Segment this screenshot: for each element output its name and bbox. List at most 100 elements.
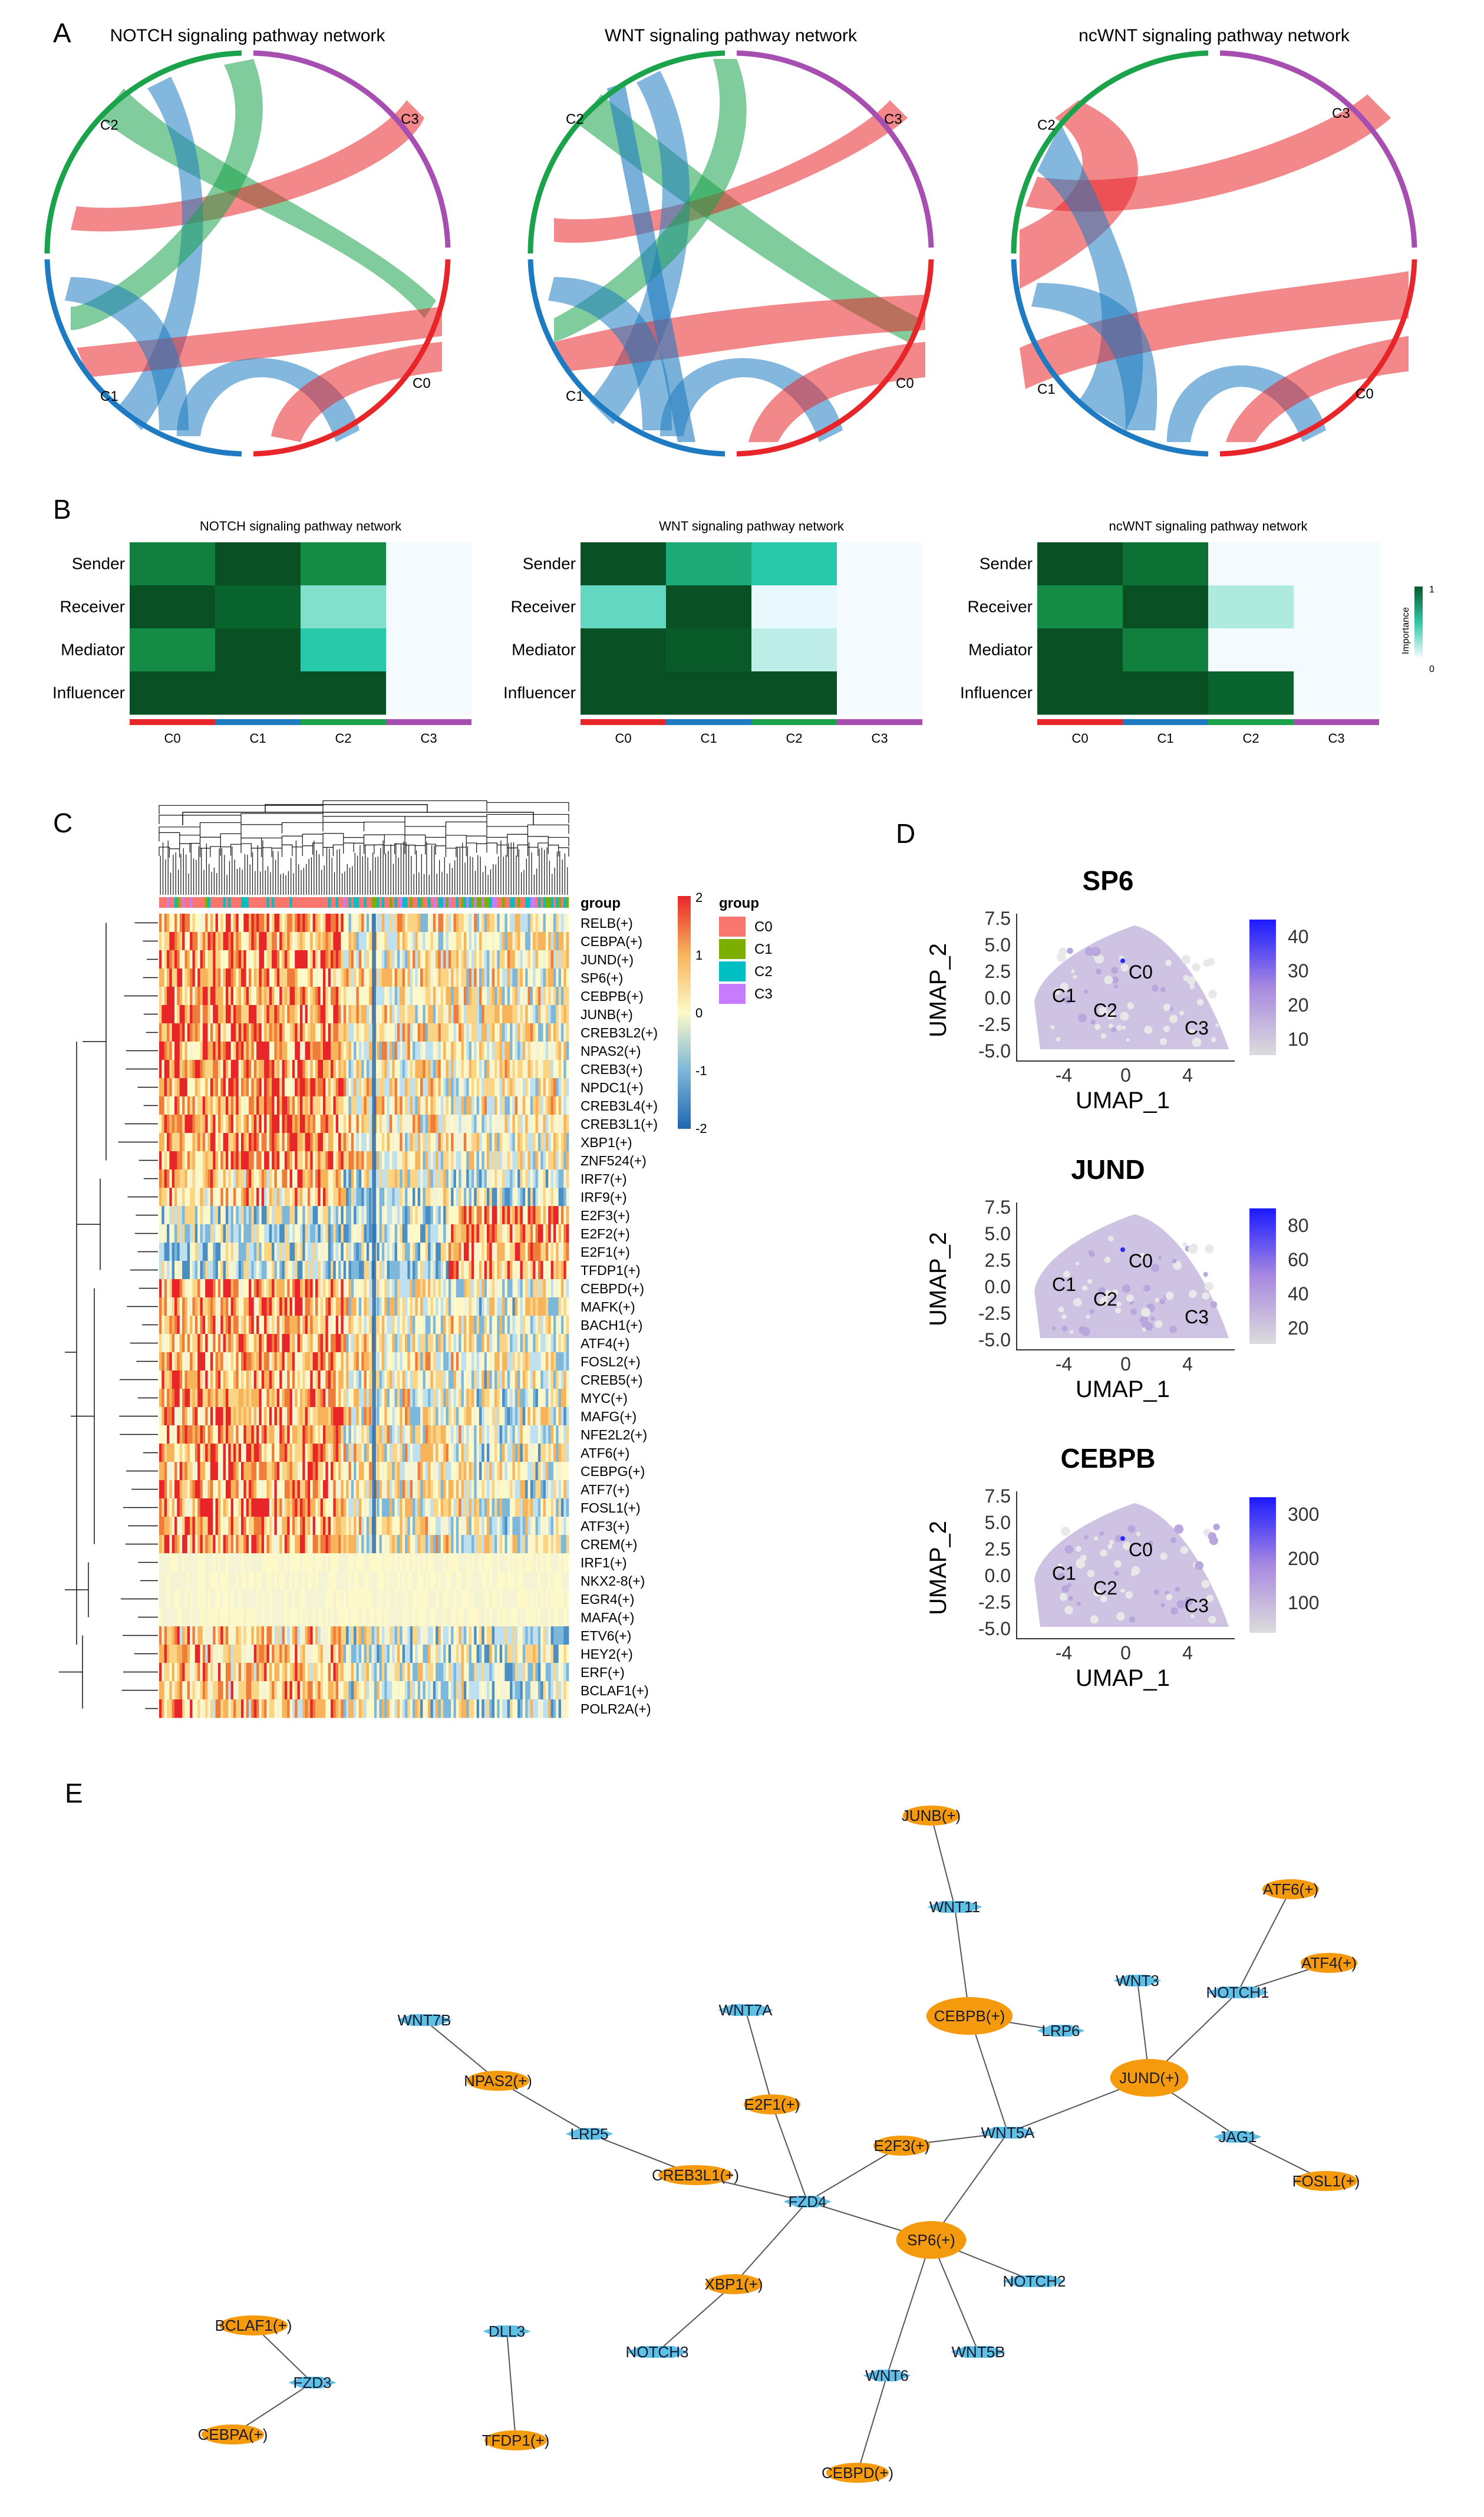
panel-c-regulon-heatmap: group RELB(+) CEBPA(+) JUND(+) SP6(+) CEBPB(… — [59, 800, 773, 1718]
tf-node: CREB3L1(+) — [652, 2165, 739, 2185]
gene-label: TFDP1(+) — [581, 1263, 641, 1278]
network-node-label: WNT6 — [865, 2367, 909, 2384]
gene-label: NPDC1(+) — [581, 1080, 644, 1095]
cluster-color-bar — [386, 719, 471, 725]
role-heatmap-cell — [1123, 585, 1209, 629]
gene-node: WNT7B — [397, 2011, 452, 2029]
role-heatmap-cell — [301, 585, 387, 629]
gene-label: CREB3L1(+) — [581, 1116, 658, 1132]
tf-node: FOSL1(+) — [1292, 2171, 1360, 2191]
group-legend-label: C1 — [754, 941, 773, 957]
panel-label-d: D — [896, 818, 915, 849]
gene-node: WNT6 — [863, 2367, 911, 2384]
role-heatmap-cell — [386, 628, 472, 672]
network-node-label: E2F3(+) — [874, 2137, 930, 2154]
role-heatmap: WNT signaling pathway network Sender Recei… — [503, 519, 923, 746]
umap-colorbar-tick: 100 — [1288, 1592, 1319, 1613]
gene-label: CEBPA(+) — [581, 934, 642, 949]
chord-ribbons — [1020, 94, 1409, 442]
umap-colorbar-tick: 300 — [1288, 1504, 1319, 1525]
gene-node: WNT5B — [951, 2343, 1006, 2361]
tf-node: E2F3(+) — [873, 2136, 931, 2156]
tf-node: SP6(+) — [896, 2221, 967, 2259]
gene-label: NFE2L2(+) — [581, 1427, 647, 1442]
umap-colorbar-tick: 10 — [1288, 1029, 1309, 1050]
umap-feature-plot: JUND 7.5 5.0 2.5 0.0 -2.5 -5.0 -4 0 4 UMAP_1 UMAP_2… — [925, 1154, 1309, 1402]
network-edge — [745, 2009, 773, 2105]
gene-node: FZD3 — [288, 2374, 337, 2391]
gene-label: POLR2A(+) — [581, 1701, 651, 1717]
gene-label: MAFG(+) — [581, 1409, 637, 1424]
umap-x-label: UMAP_1 — [1076, 1665, 1170, 1691]
gene-label: CEBPD(+) — [581, 1281, 644, 1296]
gene-node: NOTCH3 — [626, 2343, 689, 2361]
gene-labels: RELB(+) CEBPA(+) JUND(+) SP6(+) CEBPB(+) JUNB… — [581, 915, 658, 1717]
gene-label: ETV6(+) — [581, 1628, 631, 1643]
network-node-label: WNT5B — [952, 2343, 1005, 2361]
network-edge — [931, 2239, 979, 2353]
umap-x-tick: 4 — [1182, 1065, 1193, 1086]
umap-y-tick: 2.5 — [985, 961, 1011, 982]
role-row-label: Mediator — [968, 641, 1033, 659]
umap-cluster-label: C1 — [1052, 1563, 1076, 1584]
network-node-label: WNT3 — [1116, 1972, 1159, 1989]
chord-label-c2: C2 — [566, 111, 584, 127]
network-node-label: FZD3 — [293, 2374, 332, 2391]
scale-tick: 2 — [695, 890, 703, 905]
role-heatmap-cell — [1208, 585, 1294, 629]
gene-label: IRF7(+) — [581, 1171, 627, 1187]
umap-axes — [1016, 914, 1235, 1062]
gene-label: IRF1(+) — [581, 1555, 627, 1570]
umap-y-tick: 7.5 — [985, 1197, 1011, 1218]
chord-outer-ring — [44, 50, 451, 457]
role-heatmap-cell — [1123, 542, 1209, 586]
network-node-label: NOTCH1 — [1206, 1984, 1269, 2001]
umap-y-tick: -5.0 — [978, 1618, 1011, 1639]
tf-node: JUNB(+) — [902, 1806, 961, 1826]
tf-node: CEBPA(+) — [198, 2424, 268, 2444]
role-heatmap-cell — [1037, 542, 1123, 586]
role-row-label: Mediator — [512, 641, 576, 659]
cluster-color-bar — [1037, 719, 1123, 725]
gene-node: WNT3 — [1113, 1972, 1162, 1989]
gene-label: ATF7(+) — [581, 1482, 629, 1497]
role-heatmap-cell — [1037, 585, 1123, 629]
role-heatmap-title: NOTCH signaling pathway network — [200, 519, 402, 533]
role-heatmap-cell — [666, 628, 752, 672]
role-row-label: Mediator — [61, 641, 125, 659]
panel-e-regulatory-network: JUNB(+) WNT11 ATF6(+) WNT3 NOTCH1 ATF4(+) CEBP… — [198, 1806, 1360, 2483]
gene-label: IRF9(+) — [581, 1190, 627, 1205]
umap-y-tick: 5.0 — [985, 1512, 1011, 1533]
panel-a-chord-diagrams: NOTCH signaling pathway network C2 C3 C1 — [44, 26, 1417, 457]
role-heatmap-cell — [301, 542, 387, 586]
network-node-label: XBP1(+) — [705, 2275, 763, 2293]
role-heatmap-cell — [837, 671, 923, 715]
umap-y-tick: -5.0 — [978, 1329, 1011, 1350]
role-heatmap: ncWNT signaling pathway network Sender Rec… — [960, 519, 1380, 746]
gene-node: FZD4 — [783, 2193, 832, 2210]
role-row-label: Receiver — [968, 598, 1033, 616]
gene-label: CREB3L2(+) — [581, 1025, 658, 1040]
chord-label-c3: C3 — [884, 111, 902, 127]
umap-cluster-label: C2 — [1093, 1000, 1117, 1021]
cluster-color-bar — [130, 719, 215, 725]
umap-cell-cloud — [1034, 1214, 1229, 1338]
role-heatmap-cell — [215, 628, 301, 672]
umap-y-tick: -5.0 — [978, 1040, 1011, 1062]
gene-node: WNT5A — [980, 2124, 1035, 2142]
group-legend-label: C3 — [754, 986, 773, 1002]
role-heatmap-cell — [751, 628, 837, 672]
role-heatmap-cell — [301, 671, 387, 715]
network-edge — [497, 2080, 590, 2134]
annotation-row-label: group — [581, 895, 621, 911]
role-row-label: Sender — [72, 555, 125, 573]
umap-y-tick: 5.0 — [985, 1223, 1011, 1244]
heatmap-scale-legend: 2 1 0 -1 -2 — [678, 890, 707, 1136]
role-col-label: C2 — [786, 731, 802, 746]
umap-axes — [1016, 1203, 1235, 1350]
network-edge — [969, 2015, 1008, 2133]
umap-y-tick: 2.5 — [985, 1250, 1011, 1271]
umap-axes — [1016, 1491, 1235, 1639]
network-edge — [857, 2375, 888, 2473]
group-legend-swatch — [719, 917, 746, 937]
